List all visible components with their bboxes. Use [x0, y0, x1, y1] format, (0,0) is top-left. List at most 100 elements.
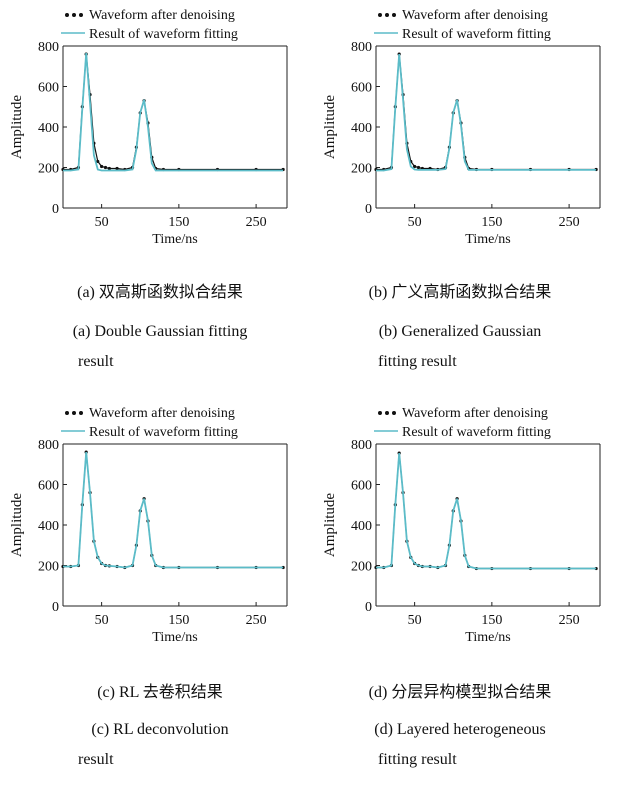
x-tick-label: 50 — [95, 215, 109, 230]
series-fit-line — [63, 53, 284, 172]
panel-a: Waveform after denoising Result of wavefo… — [5, 2, 305, 262]
x-axis-label: Time/ns — [465, 630, 510, 645]
y-tick-label: 0 — [52, 202, 59, 217]
x-tick-label: 150 — [168, 613, 189, 628]
legend-label-denoise: Waveform after denoising — [402, 8, 548, 23]
y-axis-label: Amplitude — [9, 493, 25, 558]
y-tick-label: 600 — [351, 81, 372, 96]
x-tick-label: 250 — [246, 613, 267, 628]
chart-b: Waveform after denoising Result of wavefo… — [322, 8, 601, 247]
series-denoise-point — [100, 164, 104, 169]
caption-cn-c: (c) RL 去卷积结果 — [97, 684, 223, 701]
chart-d: Waveform after denoising Result of wavefo… — [322, 406, 601, 645]
y-tick-label: 800 — [38, 438, 59, 453]
caption-cn-a: (a) 双高斯函数拟合结果 — [77, 284, 243, 301]
legend-dot-marker — [72, 411, 76, 415]
series-denoise-point — [413, 164, 417, 169]
axes: 0 200 400 600 800 50 150 250 Time/ns Amplitude — [322, 40, 601, 247]
y-tick-label: 200 — [351, 162, 372, 177]
series-fit-line — [63, 452, 284, 569]
x-tick-label: 150 — [481, 215, 502, 230]
y-axis-label: Amplitude — [322, 493, 338, 558]
legend-label-denoise: Waveform after denoising — [89, 8, 235, 23]
caption-en-c: (c) RL deconvolution result — [10, 720, 310, 770]
y-axis-label: Amplitude — [322, 95, 338, 160]
panel-d: Waveform after denoising Result of wavefo… — [318, 400, 618, 660]
legend: Waveform after denoising Result of wavefo… — [61, 406, 238, 440]
y-tick-label: 200 — [351, 560, 372, 575]
x-tick-label: 150 — [168, 215, 189, 230]
caption-cn-d: (d) 分层异构模型拟合结果 — [368, 684, 552, 701]
y-tick-label: 600 — [38, 81, 59, 96]
series-denoise-line — [376, 54, 597, 171]
y-tick-label: 400 — [38, 121, 59, 136]
y-tick-label: 800 — [351, 40, 372, 55]
series-denoise-point — [107, 166, 111, 171]
caption-en-d: (d) Layered heterogeneous fitting result — [310, 720, 610, 770]
legend-dot-marker — [378, 411, 382, 415]
caption-en-b-line2: fitting result — [378, 353, 457, 370]
caption-en-c-line2: result — [78, 751, 114, 768]
caption-en-a-line2: result — [78, 353, 114, 370]
x-tick-label: 250 — [559, 215, 580, 230]
y-tick-label: 0 — [52, 600, 59, 615]
caption-en-b: (b) Generalized Gaussian fitting result — [310, 322, 610, 372]
y-tick-label: 400 — [38, 519, 59, 534]
legend-label-fit: Result of waveform fitting — [402, 425, 551, 440]
legend-label-fit: Result of waveform fitting — [402, 27, 551, 42]
chart-c: Waveform after denoising Result of wavefo… — [9, 406, 288, 645]
caption-en-a: (a) Double Gaussian fitting result — [10, 322, 310, 372]
legend-dot-marker — [65, 13, 69, 17]
x-axis-label: Time/ns — [152, 232, 197, 247]
caption-en-d-line2: fitting result — [378, 751, 457, 768]
series-denoise-point — [416, 165, 421, 170]
y-tick-label: 200 — [38, 162, 59, 177]
chart-a: Waveform after denoising Result of wavefo… — [9, 8, 288, 247]
series-fit-line — [376, 54, 597, 172]
x-tick-label: 250 — [559, 613, 580, 628]
legend-dot-marker — [72, 13, 76, 17]
y-tick-label: 0 — [365, 202, 372, 217]
series-denoise-line — [63, 54, 284, 171]
y-tick-label: 800 — [351, 438, 372, 453]
legend-dot-marker — [65, 411, 69, 415]
y-tick-label: 600 — [38, 479, 59, 494]
panel-b: Waveform after denoising Result of wavefo… — [318, 2, 618, 262]
caption-en-c-line1: (c) RL deconvolution — [91, 721, 229, 738]
x-axis-label: Time/ns — [152, 630, 197, 645]
caption-en-a-line1: (a) Double Gaussian fitting — [72, 323, 248, 340]
y-tick-label: 800 — [38, 40, 59, 55]
legend-label-denoise: Waveform after denoising — [402, 406, 548, 421]
panel-c: Waveform after denoising Result of wavefo… — [5, 400, 305, 660]
legend: Waveform after denoising Result of wavefo… — [374, 8, 551, 42]
caption-en-b-line1: (b) Generalized Gaussian — [378, 323, 542, 340]
x-tick-label: 250 — [246, 215, 267, 230]
y-tick-label: 400 — [351, 121, 372, 136]
x-tick-label: 50 — [408, 613, 422, 628]
axes: 0 200 400 600 800 50 150 250 Time/ns Amplitude — [9, 40, 288, 247]
legend-label-denoise: Waveform after denoising — [89, 406, 235, 421]
x-axis-label: Time/ns — [465, 232, 510, 247]
y-tick-label: 600 — [351, 479, 372, 494]
y-tick-label: 0 — [365, 600, 372, 615]
legend-dot-marker — [378, 13, 382, 17]
y-tick-label: 400 — [351, 519, 372, 534]
caption-en-d-line1: (d) Layered heterogeneous — [374, 721, 546, 738]
legend: Waveform after denoising Result of wavefo… — [61, 8, 238, 42]
axes: 0 200 400 600 800 50 150 250 Time/ns Amplitude — [322, 438, 601, 645]
series-denoise-point — [103, 165, 108, 170]
x-tick-label: 50 — [95, 613, 109, 628]
legend-dot-marker — [392, 411, 396, 415]
legend-label-fit: Result of waveform fitting — [89, 425, 238, 440]
legend-dot-marker — [385, 411, 389, 415]
legend-dot-marker — [392, 13, 396, 17]
caption-cn-b: (b) 广义高斯函数拟合结果 — [368, 284, 552, 301]
series-denoise-point — [115, 166, 119, 171]
y-tick-label: 200 — [38, 560, 59, 575]
axes: 0 200 400 600 800 50 150 250 Time/ns Amplitude — [9, 438, 288, 645]
legend-dot-marker — [79, 411, 83, 415]
series-denoise-point — [96, 159, 100, 164]
y-axis-label: Amplitude — [9, 95, 25, 160]
legend: Waveform after denoising Result of wavefo… — [374, 406, 551, 440]
legend-dot-marker — [79, 13, 83, 17]
